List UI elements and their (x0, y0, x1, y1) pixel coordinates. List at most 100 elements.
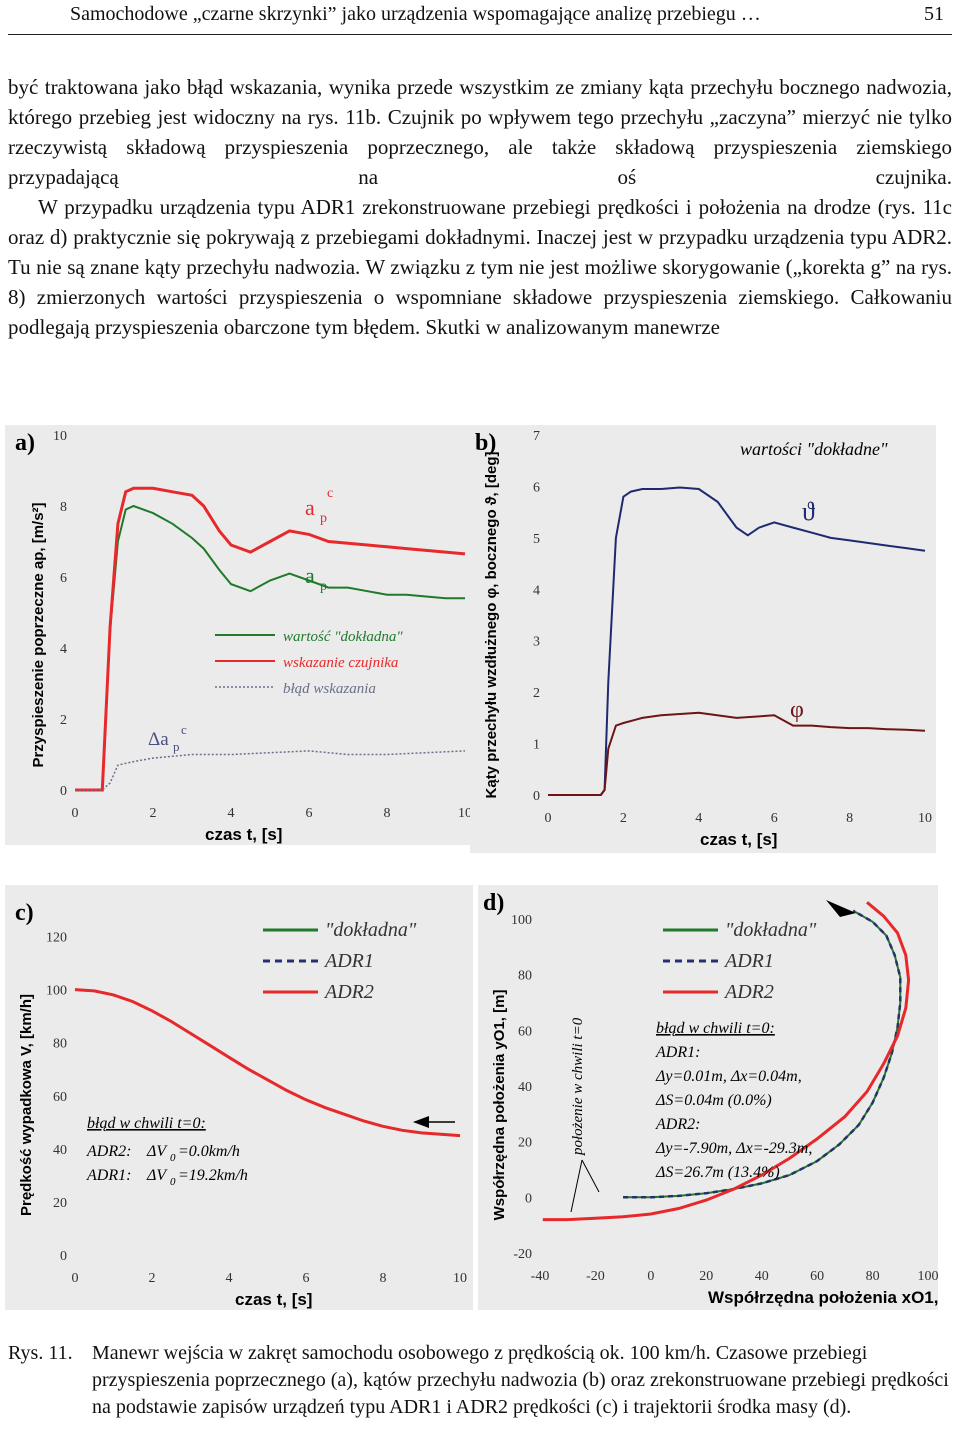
series-line-1 (74, 988, 461, 1137)
chart-panel-b: b) 0 2 4 6 8 10 0 1 2 3 4 5 6 7 czas t, [s] Kąty przechy… (470, 425, 936, 853)
y-tick-label: 60 (518, 1024, 532, 1039)
error-adr2-symbol: ΔV (146, 1143, 168, 1160)
x-tick-label: 4 (228, 806, 235, 821)
y-axis-label: Kąty przechyłu wzdłużnego φ, bocznego ϑ,… (483, 452, 500, 799)
error-line-1: ADR1: (655, 1044, 700, 1061)
y-tick-label: 4 (60, 642, 67, 657)
error-adr1-label: ADR1: (86, 1167, 131, 1184)
x-tick-label: 4 (695, 811, 702, 826)
paragraph-2: W przypadku urządzenia typu ADR1 zrekons… (8, 195, 952, 339)
legend-label: ADR2 (323, 981, 374, 1003)
y-tick-label: 5 (533, 532, 540, 547)
annotation-dap: Δa (148, 729, 169, 750)
page-header: Samochodowe „czarne skrzynki” jako urząd… (8, 0, 952, 35)
panel-label: c) (15, 900, 34, 926)
panel-label: b) (475, 430, 496, 456)
x-tick-label: 60 (810, 1269, 824, 1284)
chart-b: b) 0 2 4 6 8 10 0 1 2 3 4 5 6 7 czas t, [s] Kąty przechy… (475, 429, 932, 849)
series-line-2 (75, 750, 466, 791)
x-tick-label: 8 (380, 1271, 387, 1286)
x-tick-label: -20 (586, 1269, 605, 1284)
error-adr1-value: =19.2km/h (178, 1167, 248, 1184)
series-line-1 (548, 711, 926, 796)
y-tick-label: 6 (533, 480, 540, 495)
error-title: błąd w chwili t=0: (87, 1115, 206, 1132)
y-tick-label: 60 (53, 1090, 67, 1105)
chart-panel-a: a) 0 2 4 6 8 10 0 2 4 6 8 10 czas t, [s] Przyspieszeni… (5, 425, 470, 845)
annotation-dap-sub: p (173, 739, 180, 754)
error-adr2-label: ADR2: (86, 1143, 131, 1160)
series-line-0 (74, 988, 461, 1137)
y-tick-label: -20 (513, 1247, 532, 1262)
annotation-phi: φ (790, 697, 804, 723)
start-annotation: położenie w chwili t=0 (570, 1017, 586, 1156)
y-tick-label: 0 (525, 1191, 532, 1206)
y-axis-label: Współrzędna położenia yO1, [m] (491, 990, 508, 1221)
series-line-0 (623, 909, 902, 1199)
x-tick-label: 6 (771, 811, 778, 826)
y-tick-label: 80 (518, 969, 532, 984)
running-title: Samochodowe „czarne skrzynki” jako urząd… (70, 3, 761, 25)
legend-label: wskazanie czujnika (283, 655, 398, 671)
error-line-4: ADR2: (655, 1116, 700, 1133)
x-tick-label: 0 (72, 1271, 79, 1286)
x-tick-label: 8 (384, 806, 391, 821)
chart-panel-d: d) -40 -20 0 20 40 60 80 100 -20 0 20 40 60 80 100 Współ… (478, 885, 938, 1310)
x-axis-label: czas t, [s] (205, 825, 282, 844)
y-tick-label: 120 (46, 931, 67, 946)
y-tick-label: 2 (533, 686, 540, 701)
caption-label: Rys. 11. (8, 1342, 73, 1364)
y-tick-label: 0 (60, 1249, 67, 1264)
annotation-dap-sup: c (181, 722, 187, 737)
x-tick-label: 0 (545, 811, 552, 826)
x-axis-label: czas t, [s] (235, 1290, 312, 1309)
x-tick-label: 0 (647, 1269, 654, 1284)
y-tick-label: 20 (53, 1196, 67, 1211)
panel-label: a) (15, 430, 35, 456)
x-tick-label: 4 (226, 1271, 233, 1286)
x-tick-label: 6 (303, 1271, 310, 1286)
y-tick-label: 8 (60, 500, 67, 515)
annotation-theta: ϑ (802, 497, 815, 526)
y-tick-label: 100 (46, 984, 67, 999)
y-tick-label: 0 (60, 784, 67, 799)
x-tick-label: 6 (306, 806, 313, 821)
annotation-apc-sup: c (327, 486, 333, 501)
y-tick-label: 100 (511, 913, 532, 928)
chart-d: d) -40 -20 0 20 40 60 80 100 -20 0 20 40 60 80 100 Współ… (483, 890, 938, 1307)
y-tick-label: 40 (53, 1143, 67, 1158)
legend-label: ADR2 (723, 981, 774, 1003)
error-line-3: ΔS=0.04m (0.0%) (655, 1092, 772, 1109)
start-arrow-2 (581, 1159, 600, 1193)
x-tick-label: 2 (150, 806, 157, 821)
y-tick-label: 6 (60, 571, 67, 586)
y-tick-label: 2 (60, 713, 67, 728)
start-arrow-1 (570, 1159, 583, 1213)
x-axis-label: czas t, [s] (700, 830, 777, 849)
error-adr1-sub: 0 (170, 1176, 176, 1188)
x-tick-label: 10 (918, 811, 932, 826)
x-tick-label: 2 (620, 811, 627, 826)
panel-label: d) (483, 890, 504, 916)
page-number: 51 (924, 3, 944, 25)
arrow-head (413, 1116, 429, 1128)
y-tick-label: 1 (533, 738, 540, 753)
y-axis-label: Przyspieszenie poprzeczne ap, [m/s²] (30, 502, 47, 767)
x-tick-label: 80 (866, 1269, 880, 1284)
legend-label: "dokładna" (725, 919, 817, 941)
x-tick-label: 10 (453, 1271, 467, 1286)
y-tick-label: 40 (518, 1080, 532, 1095)
x-tick-label: 40 (755, 1269, 769, 1284)
y-tick-label: 80 (53, 1037, 67, 1052)
legend-label: ADR1 (323, 950, 374, 972)
legend-label: ADR1 (723, 950, 774, 972)
x-tick-label: 20 (699, 1269, 713, 1284)
series-line-2 (542, 901, 911, 1222)
paragraph-1: być traktowana jako błąd wskazania, wyni… (8, 75, 952, 189)
x-tick-label: -40 (531, 1269, 550, 1284)
annotation-ap: a (305, 563, 315, 588)
chart-title: wartości "dokładne" (740, 439, 888, 459)
caption-text: Manewr wejścia w zakręt samochodu osobow… (92, 1342, 949, 1418)
x-tick-label: 8 (846, 811, 853, 826)
